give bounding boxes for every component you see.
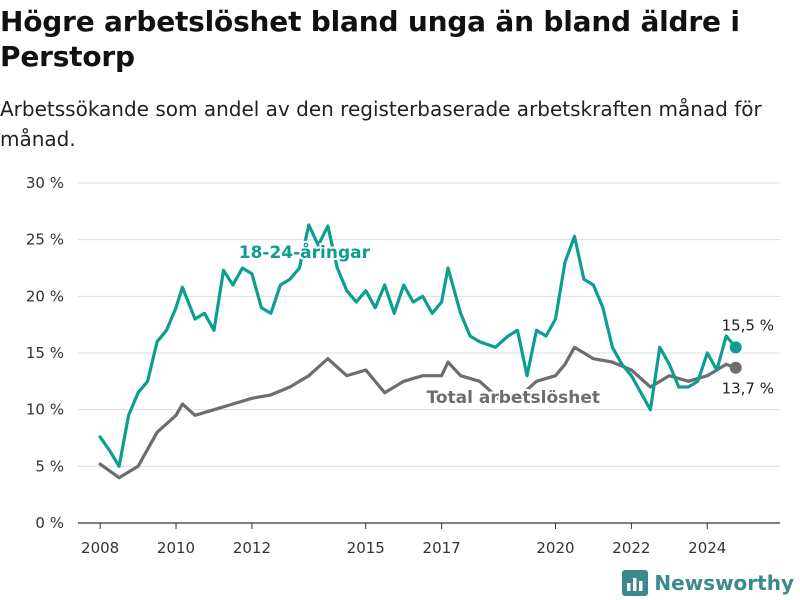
- grid-lines: 0 % 5 % 10 % 15 % 20 % 25 % 30 %: [26, 174, 780, 532]
- brand-name: Newsworthy: [654, 571, 794, 595]
- y-tick-label: 30 %: [26, 174, 64, 192]
- series-lines: [98, 223, 742, 480]
- series-line-18-24-åringar: [98, 223, 738, 468]
- x-tick-label: 2012: [233, 539, 271, 557]
- series-endpoint-total-arbetslöshet: [729, 361, 742, 374]
- x-tick-label: 2020: [536, 539, 574, 557]
- end-value-total: 13,7 %: [722, 380, 774, 398]
- y-tick-label: 5 %: [35, 457, 64, 475]
- chart-subtitle: Arbetssökande som andel av den registerb…: [0, 97, 762, 151]
- newsworthy-brand[interactable]: Newsworthy: [622, 570, 794, 596]
- bar-chart-logo-icon: [622, 570, 649, 596]
- series-label-total: Total arbetslöshet: [426, 388, 600, 408]
- y-tick-label: 0 %: [35, 514, 64, 532]
- x-tick-label: 2024: [688, 539, 726, 557]
- x-tick-label: 2015: [347, 539, 385, 557]
- y-tick-label: 25 %: [26, 231, 64, 249]
- series-label-youth: 18-24-åringar: [239, 241, 371, 263]
- series-labels: 18-24-åringar Total arbetslöshet 15,5 % 13,…: [237, 239, 774, 410]
- end-value-youth: 15,5 %: [722, 316, 774, 334]
- x-tick-label: 2010: [157, 539, 195, 557]
- x-axis: 2008 2010 2012 2015 2017 2020 2022 2024: [81, 523, 726, 557]
- y-tick-label: 10 %: [26, 401, 64, 419]
- y-tick-label: 15 %: [26, 344, 64, 362]
- chart-title: Högre arbetslöshet bland unga än bland ä…: [0, 5, 740, 73]
- series-line-total-arbetslöshet: [98, 345, 738, 480]
- x-tick-label: 2017: [423, 539, 461, 557]
- y-tick-label: 20 %: [26, 287, 64, 305]
- x-tick-label: 2022: [612, 539, 650, 557]
- x-tick-label: 2008: [81, 539, 119, 557]
- series-endpoint-18-24-åringar: [729, 341, 742, 354]
